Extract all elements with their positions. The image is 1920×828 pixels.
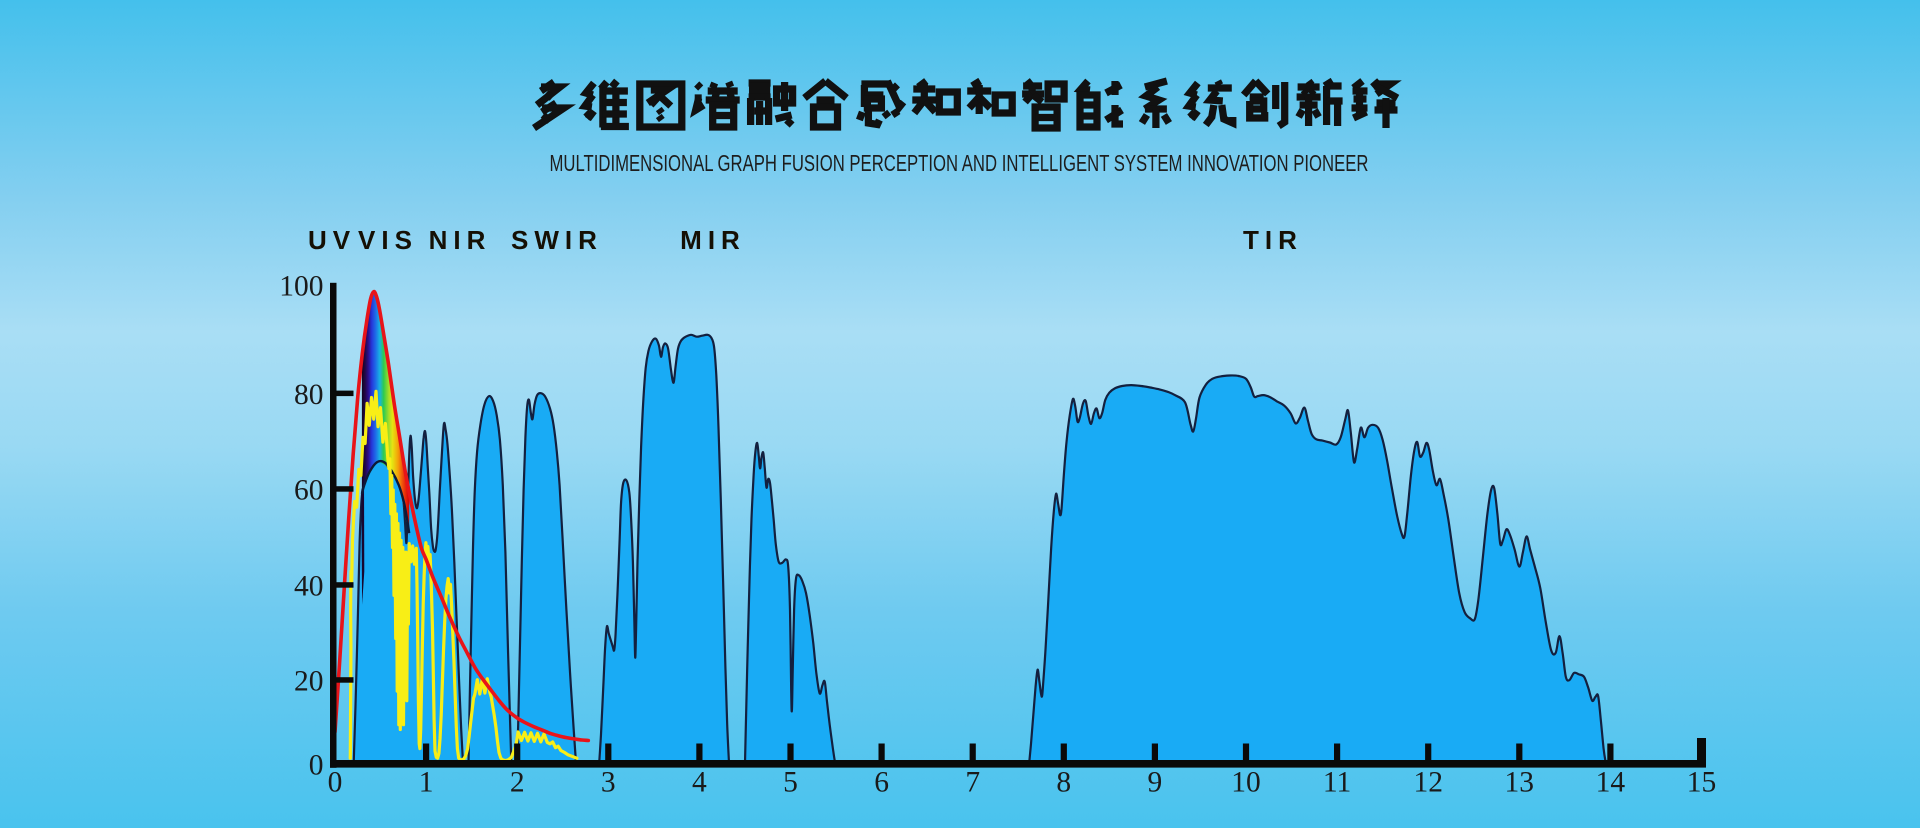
svg-text:1: 1 bbox=[419, 767, 434, 799]
svg-text:VIS: VIS bbox=[358, 225, 418, 255]
svg-text:7: 7 bbox=[965, 767, 980, 799]
svg-text:4: 4 bbox=[692, 767, 707, 799]
svg-text:MULTIDIMENSIONAL GRAPH FUSION: MULTIDIMENSIONAL GRAPH FUSION PERCEPTION… bbox=[550, 150, 1369, 176]
svg-text:MIR: MIR bbox=[680, 225, 746, 255]
svg-text:10: 10 bbox=[1231, 767, 1261, 799]
svg-text:80: 80 bbox=[294, 379, 324, 411]
svg-text:2: 2 bbox=[510, 767, 525, 799]
svg-text:20: 20 bbox=[294, 666, 324, 698]
svg-text:3: 3 bbox=[601, 767, 616, 799]
svg-text:UV: UV bbox=[308, 225, 356, 255]
svg-text:8: 8 bbox=[1056, 767, 1071, 799]
svg-text:0: 0 bbox=[328, 767, 343, 799]
svg-text:15: 15 bbox=[1687, 767, 1717, 799]
svg-text:12: 12 bbox=[1413, 767, 1443, 799]
svg-text:TIR: TIR bbox=[1243, 225, 1303, 255]
svg-text:SWIR: SWIR bbox=[511, 225, 603, 255]
svg-text:40: 40 bbox=[294, 571, 324, 603]
svg-text:6: 6 bbox=[874, 767, 889, 799]
svg-text:11: 11 bbox=[1323, 767, 1351, 799]
svg-text:13: 13 bbox=[1505, 767, 1535, 799]
svg-text:0: 0 bbox=[309, 750, 324, 782]
svg-text:60: 60 bbox=[294, 475, 324, 507]
svg-text:9: 9 bbox=[1148, 767, 1163, 799]
svg-text:5: 5 bbox=[783, 767, 798, 799]
svg-text:14: 14 bbox=[1596, 767, 1626, 799]
svg-text:NIR: NIR bbox=[429, 225, 492, 255]
svg-text:100: 100 bbox=[279, 271, 323, 303]
